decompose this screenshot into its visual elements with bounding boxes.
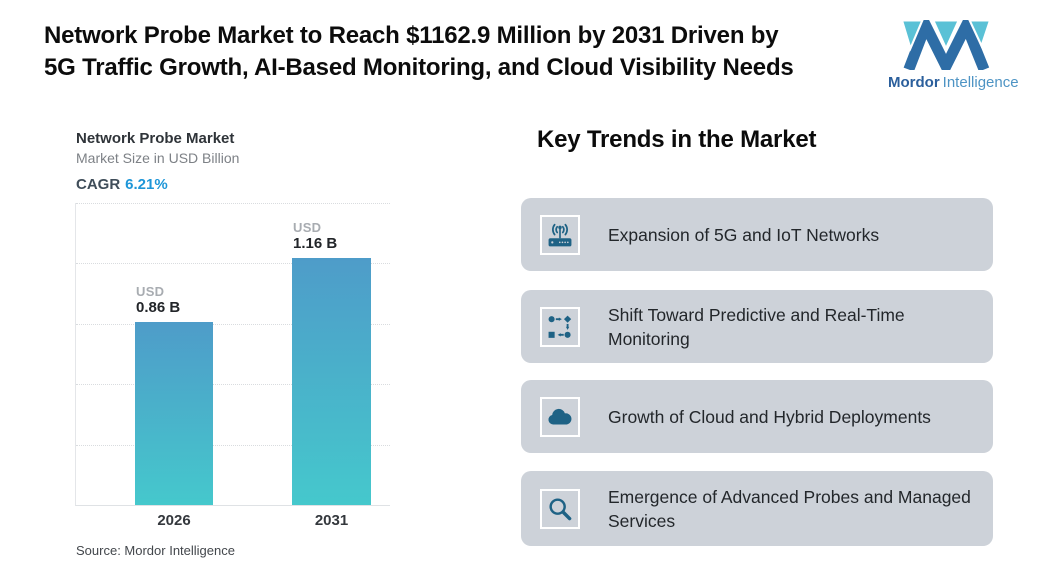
logo-brand-bold: Mordor (888, 74, 940, 91)
logo-brand-light: Intelligence (942, 74, 1019, 91)
trends-heading: Key Trends in the Market (537, 126, 817, 153)
bar-2026-rect (135, 322, 213, 505)
bar-2026-unit: USD (136, 284, 165, 300)
mordor-logo: Mordor Intelligence (888, 20, 1038, 91)
chart-source: Source: Mordor Intelligence (76, 543, 235, 558)
trend-card-cloud-hybrid: Growth of Cloud and Hybrid Deployments (521, 380, 993, 453)
page-title-line1: Network Probe Market to Reach $1162.9 Mi… (44, 22, 779, 49)
cagr-value: 6.21% (125, 176, 168, 193)
trend-label: Expansion of 5G and IoT Networks (608, 224, 880, 245)
mordor-logo-text: Mordor Intelligence (888, 74, 1038, 91)
bar-2031: USD 1.16 B 2031 (292, 203, 371, 529)
bar-2026-value: 0.86 B (136, 299, 181, 317)
chart-cagr: CAGR 6.21% (76, 176, 168, 193)
bar-2031-unit: USD (293, 220, 322, 236)
cloud-icon (540, 396, 580, 437)
gridline (76, 384, 390, 386)
x-tick-2031: 2031 (314, 512, 349, 529)
gridline (76, 444, 390, 446)
trend-label: Shift Toward Predictive and Real-Time Mo… (608, 304, 905, 349)
bar-chart-plot: USD 0.86 B 2026 USD 1.16 B 2031 (75, 203, 390, 529)
flowchart-icon (540, 306, 580, 347)
gridline (76, 203, 390, 204)
bar-2031-label: USD 1.16 B (293, 220, 337, 252)
x-tick-2026: 2026 (157, 512, 191, 529)
bar-2031-value: 1.16 B (293, 235, 338, 253)
trend-card-advanced-probes: Emergence of Advanced Probes and Managed… (521, 471, 993, 546)
chart-subtitle: Market Size in USD Billion (76, 150, 240, 166)
cagr-label: CAGR (76, 176, 121, 193)
bar-2031-rect (292, 258, 371, 505)
trend-label: Emergence of Advanced Probes and Managed… (608, 486, 971, 531)
router-5g-icon (540, 214, 580, 255)
bar-2026: USD 0.86 B 2026 (135, 203, 213, 529)
trend-card-predictive-monitoring: Shift Toward Predictive and Real-Time Mo… (521, 290, 993, 363)
page-title-line2: 5G Traffic Growth, AI-Based Monitoring, … (44, 54, 794, 81)
magnifier-icon (540, 488, 580, 529)
trend-card-5g-iot: Expansion of 5G and IoT Networks (521, 198, 993, 271)
trend-label: Growth of Cloud and Hybrid Deployments (608, 406, 931, 427)
gridline (76, 263, 390, 265)
page-title: Network Probe Market to Reach $1162.9 Mi… (44, 20, 864, 84)
chart-title: Network Probe Market (76, 130, 235, 147)
mordor-logo-mark-icon (902, 20, 990, 70)
bar-2026-label: USD 0.86 B (136, 284, 180, 316)
gridline (76, 323, 390, 325)
